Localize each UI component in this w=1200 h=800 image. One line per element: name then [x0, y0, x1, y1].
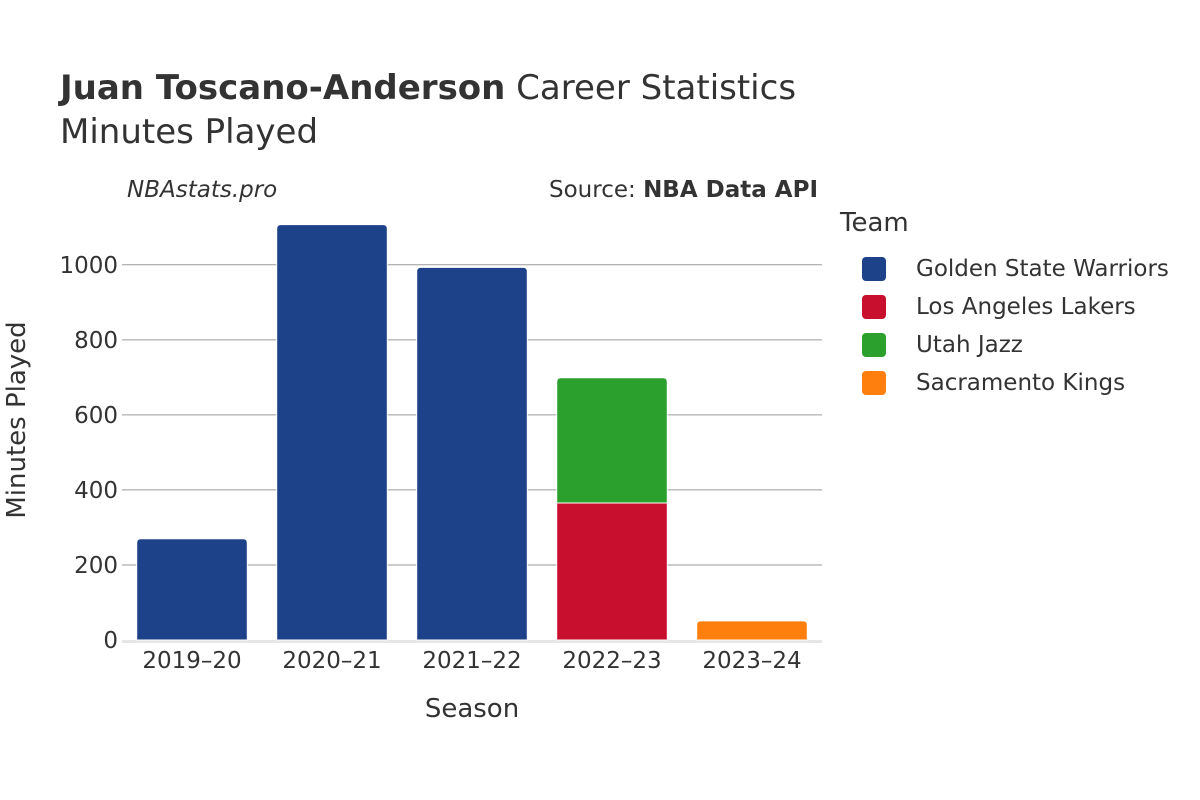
legend-label: Utah Jazz	[916, 332, 1023, 358]
legend-swatch	[862, 333, 886, 357]
player-name: Juan Toscano-Anderson	[60, 68, 506, 108]
x-tick-label: 2020–21	[282, 648, 381, 674]
bar-segment	[276, 224, 388, 641]
x-axis-title: Season	[424, 694, 520, 724]
legend-swatch	[862, 295, 886, 319]
bars	[136, 224, 808, 641]
x-tick-labels: 2019–20 2020–21 2021–22 2022–23 2023–24	[142, 648, 801, 674]
x-tick-label: 2021–22	[422, 648, 521, 674]
bar-segment	[416, 266, 528, 641]
legend-title: Team	[840, 208, 909, 238]
source-credit: Source: NBA Data API	[549, 177, 818, 203]
bar-segment	[136, 538, 248, 641]
legend-swatch	[862, 371, 886, 395]
legend-item[interactable]: Sacramento Kings	[862, 364, 1169, 402]
legend-item[interactable]: Los Angeles Lakers	[862, 288, 1169, 326]
source-name: NBA Data API	[643, 177, 818, 203]
legend-label: Los Angeles Lakers	[916, 294, 1136, 320]
y-tick-label: 600	[74, 403, 118, 429]
legend-swatch	[862, 257, 886, 281]
bar-segment	[556, 502, 668, 641]
x-tick-label: 2022–23	[562, 648, 661, 674]
x-tick-label: 2023–24	[702, 648, 801, 674]
chart-subtitle: Minutes Played	[60, 112, 319, 152]
legend-item[interactable]: Golden State Warriors	[862, 250, 1169, 288]
y-tick-label: 1000	[59, 253, 118, 279]
legend: Golden State Warriors Los Angeles Lakers U…	[862, 250, 1169, 402]
source-prefix: Source:	[549, 177, 644, 203]
legend-label: Sacramento Kings	[916, 370, 1126, 396]
title-suffix: Career Statistics	[505, 68, 797, 108]
y-tick-label: 800	[74, 328, 118, 354]
legend-item[interactable]: Utah Jazz	[862, 326, 1169, 364]
y-tick-labels: 0 200 400 600 800 1000	[59, 253, 118, 654]
x-tick-label: 2019–20	[142, 648, 241, 674]
y-tick-label: 400	[74, 478, 118, 504]
y-tick-label: 0	[103, 628, 118, 654]
y-axis-title: Minutes Played	[2, 321, 32, 519]
y-tick-label: 200	[74, 553, 118, 579]
legend-label: Golden State Warriors	[916, 256, 1169, 282]
chart-title: Juan Toscano-Anderson Career Statistics	[60, 66, 796, 110]
bar-segment	[696, 620, 808, 641]
watermark: NBAstats.pro	[127, 177, 278, 203]
bar-segment	[556, 377, 668, 504]
